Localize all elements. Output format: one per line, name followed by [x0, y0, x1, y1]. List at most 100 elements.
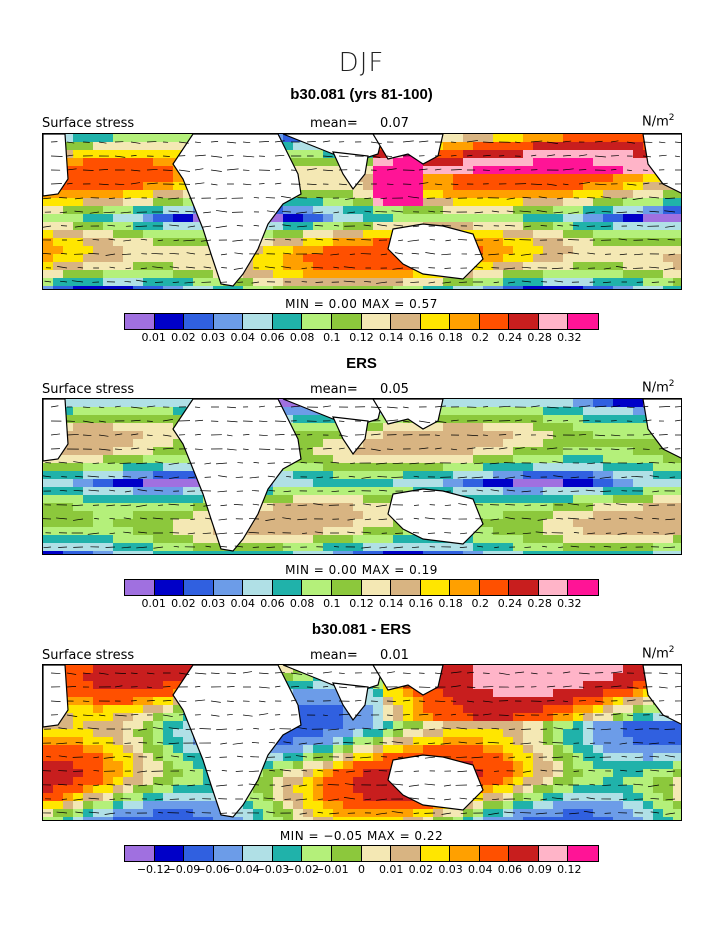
colorbar-swatch [272, 314, 303, 329]
field-cell [503, 753, 514, 762]
field-cell [283, 761, 294, 770]
field-cell [63, 206, 74, 215]
field-cell [543, 198, 554, 207]
stress-vector [649, 475, 660, 478]
field-cell [173, 471, 184, 480]
field-cell [403, 705, 414, 714]
field-cell [573, 785, 584, 794]
field-cell [113, 793, 124, 802]
stress-vector [514, 141, 521, 144]
field-cell [363, 455, 374, 464]
field-cell [383, 447, 394, 456]
field-cell [473, 286, 484, 289]
field-cell [523, 681, 534, 690]
field-cell [453, 809, 464, 818]
field-cell [303, 246, 314, 255]
stress-vector [364, 518, 372, 521]
stress-vector [658, 714, 670, 717]
field-cell [373, 439, 384, 448]
field-cell [123, 399, 134, 408]
field-cell [573, 447, 584, 456]
field-cell [363, 769, 374, 778]
field-cell [263, 270, 274, 279]
stress-vector [59, 197, 68, 199]
field-cell [413, 745, 424, 754]
field-cell [513, 150, 524, 159]
field-cell [73, 697, 84, 706]
field-cell [543, 439, 554, 448]
field-cell [513, 166, 524, 175]
stress-vector [282, 224, 292, 227]
field-cell [153, 551, 164, 554]
field-cell [83, 407, 94, 416]
colorbar-swatch [509, 314, 539, 329]
field-cell [173, 777, 184, 786]
stress-vector [482, 713, 492, 716]
field-cell [593, 206, 604, 215]
field-cell [623, 270, 634, 279]
field-cell [153, 681, 164, 690]
field-cell [343, 793, 354, 802]
field-cell [93, 463, 104, 472]
field-cell [93, 665, 104, 674]
field-cell [93, 721, 104, 730]
stress-vector [466, 686, 476, 688]
field-cell [423, 817, 434, 820]
field-cell [413, 198, 424, 207]
field-cell [93, 551, 104, 554]
field-cell [533, 142, 544, 151]
field-cell [113, 471, 124, 480]
field-cell [603, 262, 614, 271]
stress-vector [546, 700, 555, 702]
field-cell [663, 190, 674, 199]
field-cell [373, 206, 384, 215]
field-cell [623, 487, 634, 496]
field-cell [513, 407, 524, 416]
field-cell [163, 519, 174, 528]
field-cell [43, 777, 54, 786]
field-cell [113, 809, 124, 818]
field-cell [463, 551, 474, 554]
field-cell [153, 415, 164, 424]
field-cell [293, 278, 304, 287]
field-cell [663, 721, 674, 730]
field-cell [153, 519, 164, 528]
field-cell [533, 551, 544, 554]
field-cell [563, 455, 574, 464]
field-cell [293, 487, 304, 496]
field-cell [303, 761, 314, 770]
field-cell [373, 463, 384, 472]
field-cell [123, 190, 134, 199]
field-cell [193, 487, 204, 496]
field-cell [323, 817, 334, 820]
field-cell [163, 673, 174, 682]
field-cell [133, 463, 144, 472]
field-cell [293, 286, 304, 289]
field-cell [573, 689, 584, 698]
field-cell [333, 182, 344, 191]
field-cell [443, 190, 454, 199]
field-cell [473, 535, 484, 544]
field-cell [203, 254, 214, 263]
field-cell [283, 785, 294, 794]
field-cell [303, 254, 314, 263]
field-cell [543, 479, 554, 488]
field-cell [153, 158, 164, 167]
field-cell [543, 246, 554, 255]
stress-vector [50, 700, 61, 703]
field-cell [163, 431, 174, 440]
stress-vector [520, 253, 532, 256]
field-cell [553, 399, 564, 408]
stress-vector [190, 504, 196, 507]
field-cell [163, 697, 174, 706]
field-cell [283, 527, 294, 536]
panel-1-map [42, 133, 682, 290]
field-cell [153, 729, 164, 738]
field-cell [423, 471, 434, 480]
stress-vector [120, 211, 132, 214]
field-cell [513, 777, 524, 786]
field-cell [313, 697, 324, 706]
field-cell [173, 511, 184, 520]
field-cell [353, 447, 364, 456]
field-cell [603, 503, 614, 512]
